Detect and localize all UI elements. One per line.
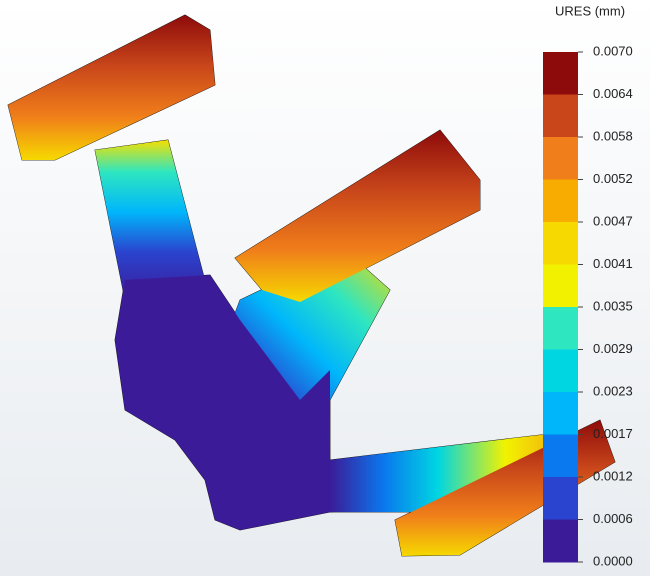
colorbar-band — [543, 94, 578, 138]
colorbar-label: 0.0064 — [593, 86, 633, 101]
colorbar-band — [543, 222, 578, 265]
colorbar-label: 0.0006 — [593, 511, 633, 526]
colorbar-label: 0.0029 — [593, 341, 633, 356]
colorbar-band — [543, 519, 578, 563]
colorbar-band — [543, 349, 578, 393]
colorbar-band — [543, 307, 578, 350]
colorbar-label: 0.0035 — [593, 298, 633, 313]
colorbar-band — [543, 434, 578, 478]
colorbar-band — [543, 264, 578, 308]
colorbar-band — [543, 179, 578, 223]
colorbar-label: 0.0052 — [593, 171, 633, 186]
colorbar-label: 0.0012 — [593, 468, 633, 483]
colorbar-band — [543, 52, 578, 95]
colorbar: 0.0070 0.0064 0.0058 0.0052 0.0047 0.0041 0.00… — [543, 43, 633, 568]
colorbar-label: 0.0041 — [593, 256, 633, 271]
colorbar-band — [543, 137, 578, 180]
colorbar-label: 0.0058 — [593, 128, 633, 143]
colorbar-band — [543, 477, 578, 520]
colorbar-label: 0.0047 — [593, 213, 633, 228]
colorbar-label: 0.0017 — [593, 426, 633, 441]
colorbar-band — [543, 392, 578, 435]
colorbar-label: 0.0070 — [593, 43, 633, 58]
colorbar-label: 0.0000 — [593, 553, 633, 568]
colorbar-label: 0.0023 — [593, 383, 633, 398]
legend-title: URES (mm) — [555, 3, 625, 18]
